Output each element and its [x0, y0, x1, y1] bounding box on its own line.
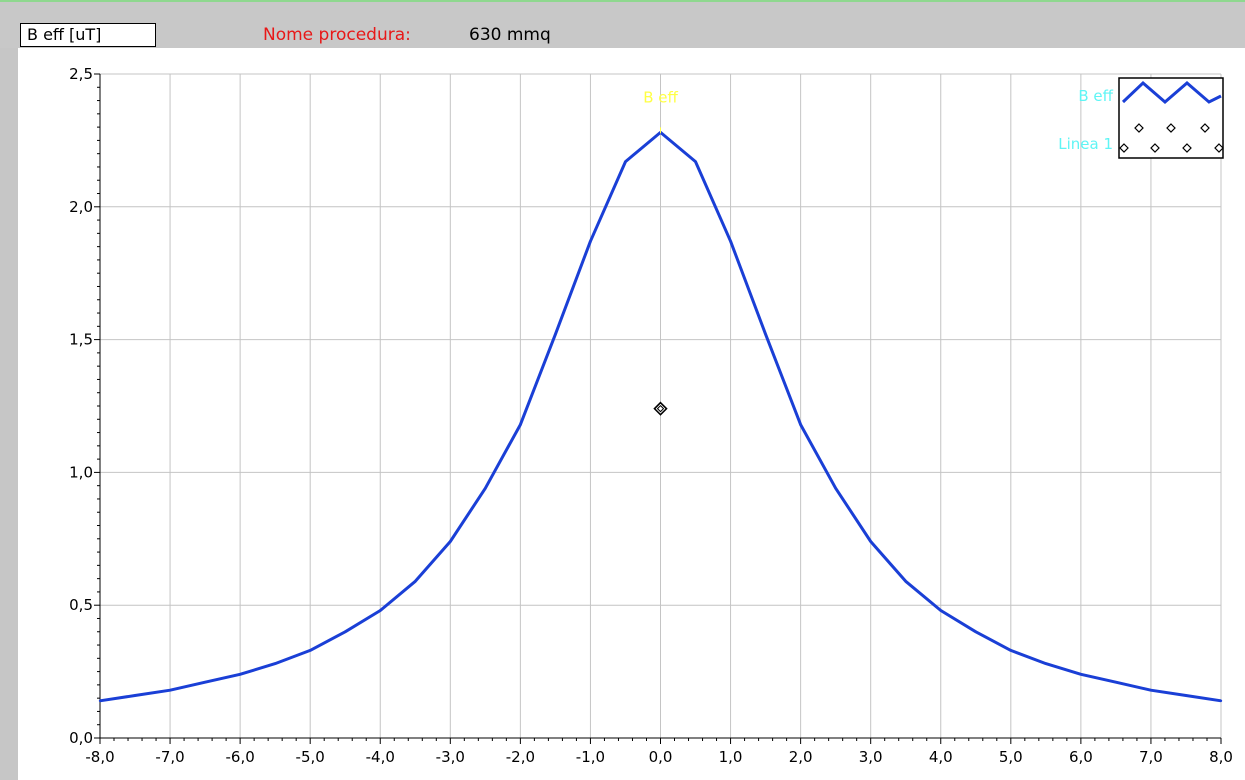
x-tick-label: 3,0 — [859, 748, 883, 766]
series-point-b-eff — [624, 160, 627, 163]
series-point-b-eff — [904, 580, 907, 583]
y-tick-label: 0,0 — [69, 729, 93, 747]
series-point-b-eff — [133, 694, 137, 697]
series-point-b-eff — [554, 333, 557, 336]
series-point-b-eff — [1219, 699, 1223, 703]
chart-header: B eff [uT] Nome procedura: 630 mmq — [0, 2, 1245, 49]
series-point-b-eff — [308, 649, 312, 652]
series-point-b-eff — [414, 580, 417, 583]
legend-label-linea-1: Linea 1 — [1058, 135, 1113, 153]
window-top-border — [0, 0, 1245, 2]
x-tick-label: -4,0 — [366, 748, 395, 766]
x-tick-label: 7,0 — [1139, 748, 1163, 766]
x-tick-label: -1,0 — [576, 748, 605, 766]
left-panel-strip — [0, 48, 18, 780]
series-point-b-eff — [1079, 673, 1083, 676]
series-point-b-eff — [1009, 649, 1013, 652]
series-point-b-eff — [484, 487, 487, 490]
series-point-b-eff — [799, 423, 802, 426]
x-tick-label: -7,0 — [155, 748, 184, 766]
y-tick-label: 0,5 — [69, 596, 93, 614]
series-point-b-eff — [203, 681, 207, 684]
x-tick-label: 6,0 — [1069, 748, 1093, 766]
legend-swatch-linea-1-marker — [1166, 123, 1176, 133]
x-tick-label: 2,0 — [789, 748, 813, 766]
y-tick-label: 2,5 — [69, 65, 93, 83]
series-point-b-eff — [589, 240, 592, 243]
legend-swatch-linea-1-marker — [1150, 143, 1160, 153]
x-tick-label: -8,0 — [85, 748, 114, 766]
procedure-value: 630 mmq — [469, 25, 551, 45]
procedure-label: Nome procedura: — [263, 25, 411, 45]
series-point-b-eff — [1044, 662, 1048, 665]
grid-lines — [99, 73, 1222, 739]
series-point-b-eff — [834, 487, 837, 490]
x-tick-label: -5,0 — [296, 748, 325, 766]
y-tick-label: 1,0 — [69, 463, 93, 481]
series-marker-linea-1-inner — [656, 404, 665, 413]
series-point-b-eff — [869, 540, 872, 543]
legend-swatch-linea-1-marker — [1182, 143, 1192, 153]
y-tick-label: 2,0 — [69, 198, 93, 216]
legend-swatch-linea-1-marker — [1214, 143, 1224, 153]
x-tick-label: -3,0 — [436, 748, 465, 766]
series-point-b-eff — [379, 609, 382, 612]
series-point-b-eff — [238, 673, 242, 676]
legend-label-b-eff: B eff — [1078, 87, 1113, 105]
series-point-b-eff — [729, 240, 732, 243]
series-point-b-eff — [694, 160, 697, 163]
legend-swatch-linea-1-marker — [1119, 143, 1129, 153]
chart-legend: B eff Linea 1 — [1058, 77, 1224, 159]
x-tick-label: 0,0 — [649, 748, 673, 766]
legend-swatch-linea-1-marker — [1134, 123, 1144, 133]
x-tick-label: 1,0 — [719, 748, 743, 766]
x-axis-ticks: -8,0 -7,0 -6,0 -5,0 -4,0 -3,0 -2,0 -1,0 0,0 1,0 2,… — [85, 738, 1233, 766]
series-marker-linea-1 — [653, 401, 668, 416]
series-point-b-eff — [939, 609, 942, 612]
series-point-b-eff — [764, 333, 767, 336]
peak-label-b-eff: B eff — [643, 88, 678, 106]
x-tick-label: -2,0 — [506, 748, 535, 766]
series-point-b-eff — [1184, 694, 1188, 697]
chart-area: -8,0 -7,0 -6,0 -5,0 -4,0 -3,0 -2,0 -1,0 0,0 1,0 2,… — [18, 48, 1245, 780]
series-point-b-eff — [168, 688, 172, 692]
series-point-b-eff — [449, 540, 452, 543]
series-point-b-eff — [1114, 681, 1118, 684]
x-tick-label: 5,0 — [999, 748, 1023, 766]
series-point-b-eff — [344, 630, 347, 633]
x-tick-label: 8,0 — [1209, 748, 1233, 766]
chart-series: B eff — [98, 88, 1223, 703]
chart-background — [18, 48, 1245, 780]
series-point-b-eff — [519, 423, 522, 426]
legend-swatch-linea-1-marker — [1200, 123, 1210, 133]
x-tick-label: -6,0 — [225, 748, 254, 766]
series-point-b-eff — [273, 662, 277, 665]
series-point-b-eff — [98, 699, 102, 703]
y-axis-ticks: 0,0 0,5 1,0 1,5 2,0 2,5 — [69, 65, 100, 747]
series-point-b-eff — [974, 630, 977, 633]
legend-swatch-b-eff — [1121, 80, 1222, 104]
y-tick-label: 1,5 — [69, 331, 93, 349]
unit-label-box[interactable]: B eff [uT] — [20, 23, 156, 47]
x-tick-label: 4,0 — [929, 748, 953, 766]
series-point-b-eff — [1149, 688, 1153, 692]
